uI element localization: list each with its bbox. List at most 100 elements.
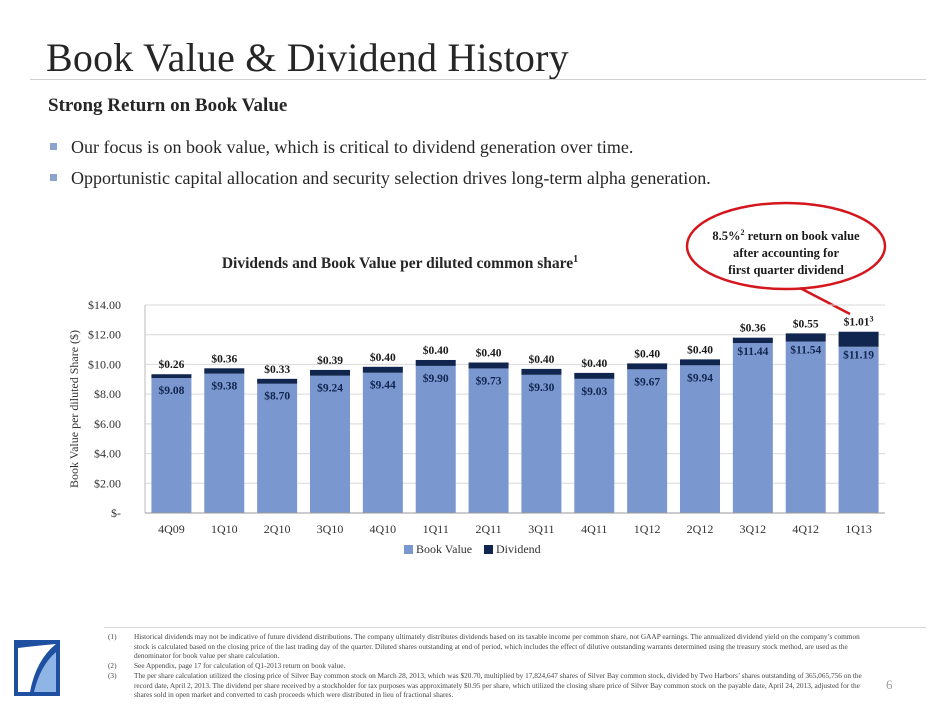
y-tick-label: $-: [111, 506, 121, 520]
x-tick-label: 2Q11: [475, 522, 501, 536]
dividend-label: $0.36: [740, 322, 766, 335]
dividend-label: $0.40: [476, 346, 502, 359]
book-value-bar: [627, 369, 668, 513]
x-tick-label: 3Q10: [317, 522, 344, 536]
dividend-label: $0.40: [687, 343, 713, 356]
book-value-bar: [521, 374, 562, 513]
y-tick-label: $14.00: [88, 298, 121, 312]
book-value-label: $9.44: [370, 379, 396, 392]
book-value-label: $9.94: [687, 371, 713, 384]
bullet-text: Opportunistic capital allocation and sec…: [71, 168, 711, 188]
x-tick-label: 2Q12: [687, 522, 714, 536]
dividend-label: $0.39: [317, 354, 343, 367]
book-value-bar: [574, 378, 615, 513]
bullet-text: Our focus is on book value, which is cri…: [71, 137, 634, 157]
legend-label-dividend: Dividend: [496, 542, 541, 556]
book-value-bar: [732, 343, 773, 513]
dividend-bar: [362, 366, 403, 373]
stacked-bar-chart: $9.08 $0.26 $9.38 $0.36 $8.70 $0.33 $9.24 $0.39…: [67, 298, 885, 556]
dividend-bar: [838, 331, 879, 347]
book-value-bar: [362, 372, 403, 513]
bullet-item: Opportunistic capital allocation and sec…: [50, 168, 711, 189]
dividend-bar: [310, 369, 350, 376]
y-axis-title: Book Value per diluted Share ($): [67, 330, 81, 488]
x-tick-label: 2Q10: [264, 522, 291, 536]
callout-line-3: first quarter dividend: [728, 263, 844, 278]
x-tick-label: 1Q13: [845, 522, 872, 536]
book-value-label: $9.73: [476, 374, 502, 387]
dividend-label: $0.40: [370, 351, 396, 364]
book-value-bar: [151, 378, 192, 513]
book-value-bar: [785, 341, 826, 513]
page-title: Book Value & Dividend History: [46, 35, 569, 80]
y-tick-label: $2.00: [94, 476, 121, 490]
footnote-ref: 3: [870, 315, 874, 324]
book-value-bar: [468, 368, 509, 513]
legend-label-book-value: Book Value: [416, 542, 472, 556]
book-value-label: $9.67: [634, 375, 660, 388]
book-value-label: $11.19: [843, 349, 874, 362]
callout-line-2: after accounting for: [733, 246, 839, 261]
x-tick-label: 4Q09: [158, 522, 185, 536]
title-divider: [30, 79, 926, 80]
dividend-bar: [415, 359, 456, 366]
callout-ellipse: [685, 201, 887, 291]
book-value-label: $8.70: [264, 390, 290, 403]
legend-swatch-book-value: [404, 545, 413, 554]
x-tick-label: 3Q11: [528, 522, 554, 536]
book-value-label: $9.08: [158, 384, 184, 397]
dividend-bar: [521, 368, 562, 375]
dividend-bar: [204, 368, 245, 374]
book-value-label: $11.44: [737, 345, 768, 358]
dividend-label: $0.55: [793, 317, 819, 330]
dividend-label: $0.26: [158, 358, 184, 371]
book-value-label: $9.03: [581, 385, 607, 398]
footnote-2: (2) See Appendix, page 17 for calculation…: [108, 661, 346, 671]
callout-graphic: [685, 201, 887, 316]
square-bullet-icon: [50, 143, 57, 151]
book-value-bar: [680, 365, 720, 513]
chart-title: Dividends and Book Value per diluted com…: [221, 254, 579, 273]
square-bullet-icon: [50, 174, 57, 182]
dividend-label: $0.40: [423, 344, 449, 357]
book-value-label: $9.24: [317, 382, 343, 395]
page-number: 6: [886, 677, 893, 692]
book-value-bar: [310, 375, 350, 513]
x-tick-label: 1Q10: [211, 522, 238, 536]
dividend-label: $0.36: [211, 352, 237, 365]
bullet-item: Our focus is on book value, which is cri…: [50, 137, 633, 158]
x-tick-label: 4Q11: [581, 522, 607, 536]
x-tick-label: 4Q12: [792, 522, 819, 536]
dividend-bar: [785, 333, 826, 342]
y-tick-label: $10.00: [88, 357, 121, 371]
x-tick-label: 1Q12: [634, 522, 661, 536]
dividend-label: $0.40: [581, 357, 607, 370]
book-value-label: $9.90: [423, 372, 449, 385]
dividend-label: $0.40: [634, 347, 660, 360]
book-value-bar: [257, 383, 298, 513]
dividend-bar: [151, 374, 192, 379]
callout-line-1: 8.5%2 return on book value: [712, 228, 860, 244]
dividend-bar: [574, 372, 615, 379]
book-value-bar: [838, 346, 879, 513]
book-value-bar: [204, 373, 245, 513]
footer-divider: [104, 627, 926, 628]
dividend-bar: [257, 378, 298, 384]
book-value-label: $9.30: [528, 381, 554, 394]
section-subtitle: Strong Return on Book Value: [48, 95, 288, 116]
book-value-label: $9.38: [211, 380, 237, 393]
y-tick-label: $12.00: [88, 328, 121, 342]
dividend-label: $0.40: [528, 353, 554, 366]
y-tick-label: $6.00: [94, 417, 121, 431]
callout-text: 8.5%2 return on book value after account…: [700, 224, 872, 279]
dividend-label: $1.013: [844, 315, 874, 329]
dividend-bar: [627, 363, 668, 370]
dividend-bar: [732, 337, 773, 344]
footnote-1: (1) Historical dividends may not be indic…: [108, 632, 860, 661]
footnotes: (1) Historical dividends may not be indic…: [108, 632, 868, 700]
x-tick-label: 3Q12: [740, 522, 767, 536]
footnote-3: (3) The per share calculation utilized th…: [108, 670, 862, 700]
x-tick-label: 4Q10: [370, 522, 397, 536]
book-value-bar: [415, 365, 456, 513]
book-value-label: $11.54: [790, 344, 821, 357]
